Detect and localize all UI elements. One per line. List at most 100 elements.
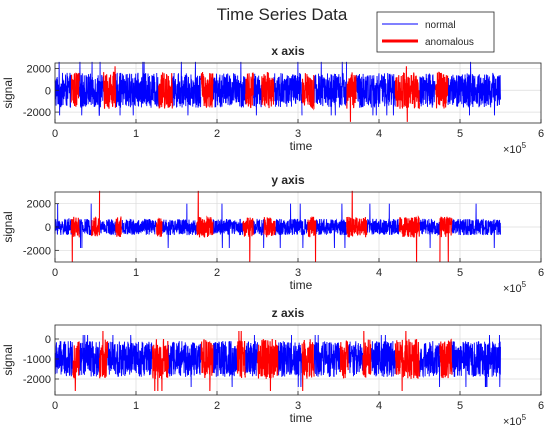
series-anomalous-trace — [70, 216, 80, 263]
series-anomalous-trace — [103, 66, 117, 109]
series-normal-trace — [212, 341, 238, 388]
series-normal-trace — [253, 218, 265, 249]
series-anomalous-trace — [346, 72, 357, 122]
series-anomalous-trace — [244, 72, 254, 109]
subplot-title: z axis — [272, 306, 305, 320]
series-normal-trace — [78, 334, 100, 377]
x-axis-label: time — [290, 278, 313, 292]
y-axis-label: signal — [1, 344, 15, 375]
series-anomalous-trace — [151, 338, 169, 392]
series-anomalous-trace — [439, 338, 453, 379]
x-tick-label: 5 — [457, 128, 463, 140]
series-normal-trace — [447, 61, 501, 116]
series-anomalous-trace — [394, 66, 420, 122]
series-anomalous-trace — [91, 190, 101, 237]
subplot-z-axis: 0 1 2 3 4 5 6 -2000 -1000 0 z axis time signal ×105 — [1, 306, 544, 428]
x-tick-label: 3 — [295, 400, 301, 412]
x-tick-label: 4 — [376, 128, 382, 140]
x-tick-label: 6 — [538, 267, 544, 279]
series-normal-trace — [370, 334, 396, 377]
series-normal-trace — [253, 73, 262, 116]
subplot-title: x axis — [271, 44, 305, 58]
y-tick-label: 0 — [45, 85, 51, 97]
series-anomalous-trace — [99, 330, 109, 379]
series-anomalous-trace — [115, 216, 122, 238]
x-tick-label: 2 — [214, 128, 220, 140]
series-normal-trace — [107, 334, 153, 377]
series-anomalous-trace — [70, 72, 80, 107]
subplot-title: y axis — [271, 173, 305, 187]
series-anomalous-trace — [398, 215, 420, 263]
series-normal-trace — [313, 334, 341, 378]
series-normal-trace — [212, 203, 244, 249]
y-tick-label: -2000 — [23, 374, 51, 386]
series-normal-trace — [161, 203, 198, 249]
series-anomalous-trace — [263, 217, 276, 238]
series-normal-trace — [315, 203, 347, 249]
y-tick-label: 0 — [45, 334, 51, 346]
y-axis-label: signal — [1, 77, 15, 108]
figure-title: Time Series Data — [217, 5, 348, 24]
x-tick-label: 0 — [52, 267, 58, 279]
series-anomalous-trace — [242, 217, 254, 263]
legend-label-anomalous: anomalous — [425, 37, 474, 48]
series-normal-trace — [121, 218, 157, 235]
y-tick-label: 2000 — [27, 63, 51, 75]
series-normal-trace — [115, 61, 159, 116]
series-normal-trace — [245, 334, 258, 377]
x-axis-label: time — [290, 139, 313, 153]
legend-label-normal: normal — [425, 20, 456, 31]
series-normal-trace — [347, 341, 364, 377]
x-tick-label: 4 — [376, 267, 382, 279]
series-anomalous-trace — [362, 330, 372, 378]
y-tick-label: -2000 — [23, 245, 51, 257]
legend-box — [376, 11, 495, 53]
series-anomalous-trace — [439, 216, 453, 263]
legend: normal anomalous — [376, 11, 495, 53]
x-tick-label: 2 — [214, 267, 220, 279]
x-tick-label: 3 — [295, 267, 301, 279]
x-axis-exponent: ×105 — [503, 280, 527, 295]
series-anomalous-trace — [72, 341, 80, 392]
series-anomalous-trace — [346, 190, 368, 238]
y-tick-label: 0 — [45, 222, 51, 234]
series-normal-trace — [273, 61, 303, 116]
series-normal-trace — [419, 73, 436, 108]
series-anomalous-trace — [236, 330, 246, 379]
y-tick-label: -1000 — [23, 354, 51, 366]
series-normal-trace — [99, 219, 116, 236]
series-normal-trace — [277, 334, 303, 388]
x-tick-label: 5 — [457, 267, 463, 279]
series-normal-trace — [419, 218, 441, 249]
series-normal-trace — [168, 341, 202, 388]
series-anomalous-trace — [196, 190, 214, 238]
x-tick-label: 1 — [133, 267, 139, 279]
x-tick-label: 1 — [133, 400, 139, 412]
x-tick-label: 2 — [214, 400, 220, 412]
x-tick-label: 5 — [457, 400, 463, 412]
x-axis-exponent: ×105 — [503, 141, 527, 156]
x-tick-label: 3 — [295, 128, 301, 140]
y-axis-label: signal — [1, 211, 15, 242]
x-tick-label: 0 — [52, 128, 58, 140]
series-normal-trace — [54, 61, 72, 116]
series-anomalous-trace — [307, 216, 317, 263]
series-anomalous-trace — [200, 339, 214, 392]
series-anomalous-trace — [158, 72, 173, 109]
series-normal-trace — [212, 61, 246, 108]
series-normal-trace — [54, 341, 74, 377]
series-anomalous-trace — [435, 71, 449, 109]
x-tick-label: 6 — [538, 400, 544, 412]
series-normal-trace — [78, 61, 104, 116]
series-normal-trace — [419, 341, 441, 388]
x-tick-label: 1 — [133, 128, 139, 140]
series-normal-trace — [355, 73, 396, 116]
series-normal-trace — [451, 203, 501, 249]
series-normal-trace — [366, 203, 400, 235]
y-tick-label: 2000 — [27, 199, 51, 211]
series-anomalous-trace — [257, 339, 279, 392]
series-anomalous-trace — [155, 217, 163, 237]
